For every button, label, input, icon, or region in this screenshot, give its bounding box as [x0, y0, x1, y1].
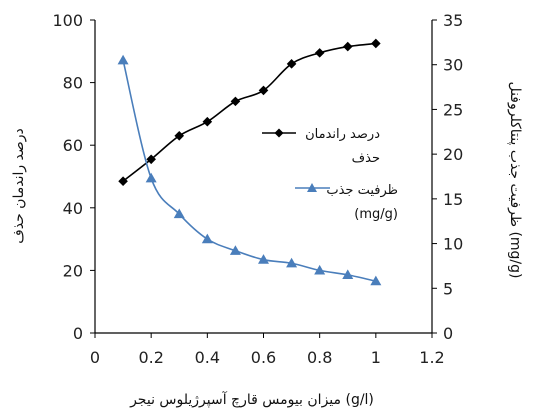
legend-series1-label-2: حذف — [352, 151, 380, 166]
legend-series1-label: درصد راندمان — [305, 127, 380, 142]
x-tick-label: 0.4 — [195, 348, 220, 367]
series-2-point — [201, 233, 213, 244]
x-tick-label: 0 — [90, 348, 100, 367]
legend-series2-label-2: (mg/g) — [354, 207, 398, 222]
series-1-point — [174, 131, 185, 141]
series-1-point — [118, 176, 128, 186]
series-1-point — [342, 41, 353, 52]
series-1-point — [146, 154, 156, 165]
series-2-point — [314, 264, 326, 275]
series-1-point — [258, 85, 269, 96]
legend-series1-marker — [274, 128, 284, 138]
x-tick-label: 0.2 — [138, 348, 163, 367]
y2-tick-label: 5 — [443, 279, 453, 298]
chart-axes — [90, 19, 437, 338]
y-tick-label: 40 — [63, 199, 83, 218]
y-tick-label: 100 — [52, 11, 83, 30]
legend-series2-label: ظرفیت جذب — [326, 183, 398, 198]
x-tick-label: 0.8 — [307, 348, 332, 367]
y2-tick-label: 15 — [443, 190, 463, 209]
legend-series2-marker — [307, 183, 317, 192]
x-tick-label: 1.2 — [419, 348, 444, 367]
series-2-point — [258, 254, 269, 264]
y-tick-label: 60 — [63, 136, 83, 155]
series-1-point — [202, 116, 213, 127]
y-tick-label: 80 — [63, 74, 83, 93]
y2-tick-label: 20 — [443, 145, 463, 164]
series-2-point — [370, 275, 382, 286]
x-axis-title: میزان بیومس قارچ آسپرژیلوس نیجر (g/l) — [129, 391, 374, 408]
series-2-point — [342, 269, 354, 279]
series-1-point — [371, 38, 381, 49]
x-tick-label: 1 — [371, 348, 381, 367]
series-2-point — [145, 172, 157, 183]
series-2-line — [122, 60, 377, 282]
legend: درصد راندمان حذف ظرفیت جذب (mg/g) — [262, 127, 398, 222]
y2-tick-label: 30 — [443, 56, 463, 75]
y-axis-title: درصد راندمان حذف — [11, 128, 27, 244]
chart-marks — [117, 38, 382, 286]
x-tick-label: 0.6 — [251, 348, 276, 367]
series-1-point — [314, 48, 325, 58]
series-2-point — [286, 257, 298, 268]
series-2-point — [117, 54, 129, 65]
y2-axis-title: ظرفیت جذب پنتاکلروفنل (mg/g) — [507, 81, 523, 278]
series-2-point — [173, 208, 185, 219]
y-tick-label: 20 — [63, 261, 83, 280]
y2-tick-label: 0 — [443, 324, 453, 343]
series-1-point — [230, 96, 241, 107]
series-1-point — [286, 59, 297, 69]
series-1-line — [122, 42, 376, 182]
chart-tick-labels: 0 0.2 0.4 0.6 0.8 1 1.2 0 20 40 60 80 100 0 5 10 15 20 25 3… — [52, 11, 463, 367]
series-2-point — [229, 245, 241, 255]
y2-tick-label: 25 — [443, 100, 463, 119]
y2-tick-label: 10 — [443, 235, 463, 254]
y2-tick-label: 35 — [443, 11, 463, 30]
y-tick-label: 0 — [73, 324, 83, 343]
